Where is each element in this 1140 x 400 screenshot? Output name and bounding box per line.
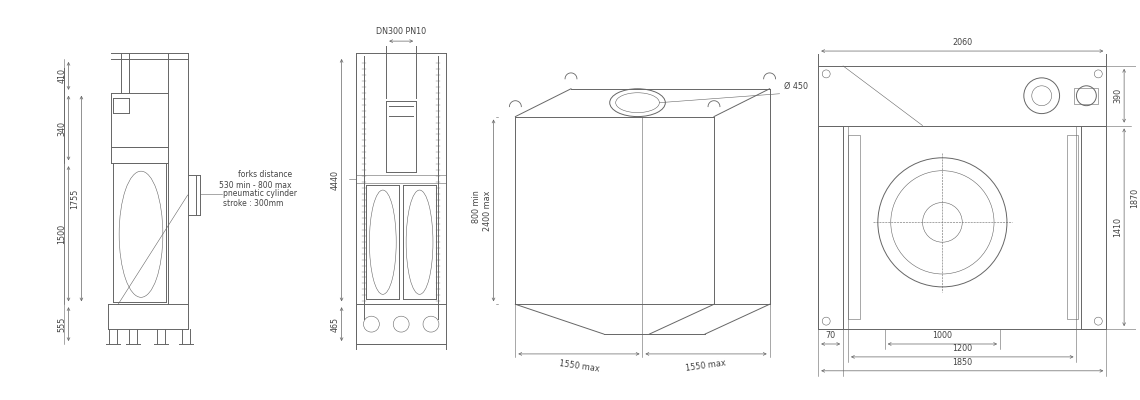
Text: 555: 555 xyxy=(57,316,66,332)
Bar xyxy=(1067,136,1078,319)
Text: 390: 390 xyxy=(1113,88,1122,103)
Text: 1850: 1850 xyxy=(952,358,972,367)
Text: 70: 70 xyxy=(825,331,836,340)
Text: 410: 410 xyxy=(57,68,66,83)
Text: 1000: 1000 xyxy=(933,331,952,340)
Bar xyxy=(1082,126,1106,329)
Text: 1755: 1755 xyxy=(71,188,80,209)
Bar xyxy=(848,136,860,319)
Text: 465: 465 xyxy=(331,316,340,332)
Bar xyxy=(848,126,1076,329)
Text: 1200: 1200 xyxy=(952,344,972,353)
Text: 4440: 4440 xyxy=(331,170,340,190)
Text: 340: 340 xyxy=(57,120,66,136)
Text: pneumatic cylinder
stroke : 300mm: pneumatic cylinder stroke : 300mm xyxy=(223,189,298,208)
Text: 1500: 1500 xyxy=(57,224,66,244)
Text: forks distance
530 min - 800 max: forks distance 530 min - 800 max xyxy=(219,170,292,190)
Text: 1550 max: 1550 max xyxy=(685,359,726,374)
Text: DN300 PN10: DN300 PN10 xyxy=(376,27,426,36)
Text: 2060: 2060 xyxy=(952,38,972,47)
Text: 800 min
2400 max: 800 min 2400 max xyxy=(472,190,491,231)
Text: 1870: 1870 xyxy=(1130,188,1139,208)
Text: Ø 450: Ø 450 xyxy=(784,82,808,91)
Bar xyxy=(819,126,844,329)
Text: 1410: 1410 xyxy=(1113,217,1122,237)
Bar xyxy=(1075,88,1098,104)
Text: 1550 max: 1550 max xyxy=(559,359,600,374)
